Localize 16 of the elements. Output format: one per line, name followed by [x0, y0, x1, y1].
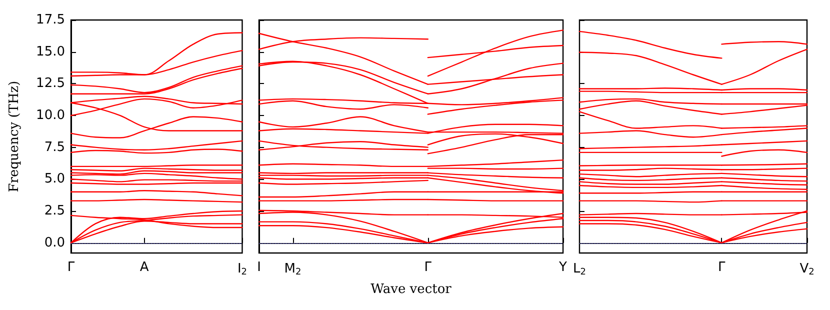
y-tick-label: 0.0 — [44, 235, 65, 250]
y-tick-label: 10.0 — [36, 108, 65, 123]
y-tick-label: 15.0 — [36, 44, 65, 60]
y-axis-title: Frequency (THz) — [7, 80, 22, 192]
x-tick-label: Γ — [67, 260, 76, 275]
x-tick-label: Γ — [424, 260, 432, 275]
y-tick-label: 7.5 — [44, 140, 65, 155]
x-axis-title: Wave vector — [370, 282, 452, 297]
x-tick-label: I — [257, 260, 261, 275]
y-tick-label: 2.5 — [44, 203, 65, 218]
y-tick-label: 12.5 — [36, 76, 65, 92]
y-tick-label: 5.0 — [44, 172, 65, 187]
x-tick-label: Γ — [718, 260, 726, 275]
y-tick-label: 17.5 — [36, 12, 65, 28]
x-tick-label: A — [140, 260, 149, 275]
x-tick-label: Y — [558, 260, 568, 275]
